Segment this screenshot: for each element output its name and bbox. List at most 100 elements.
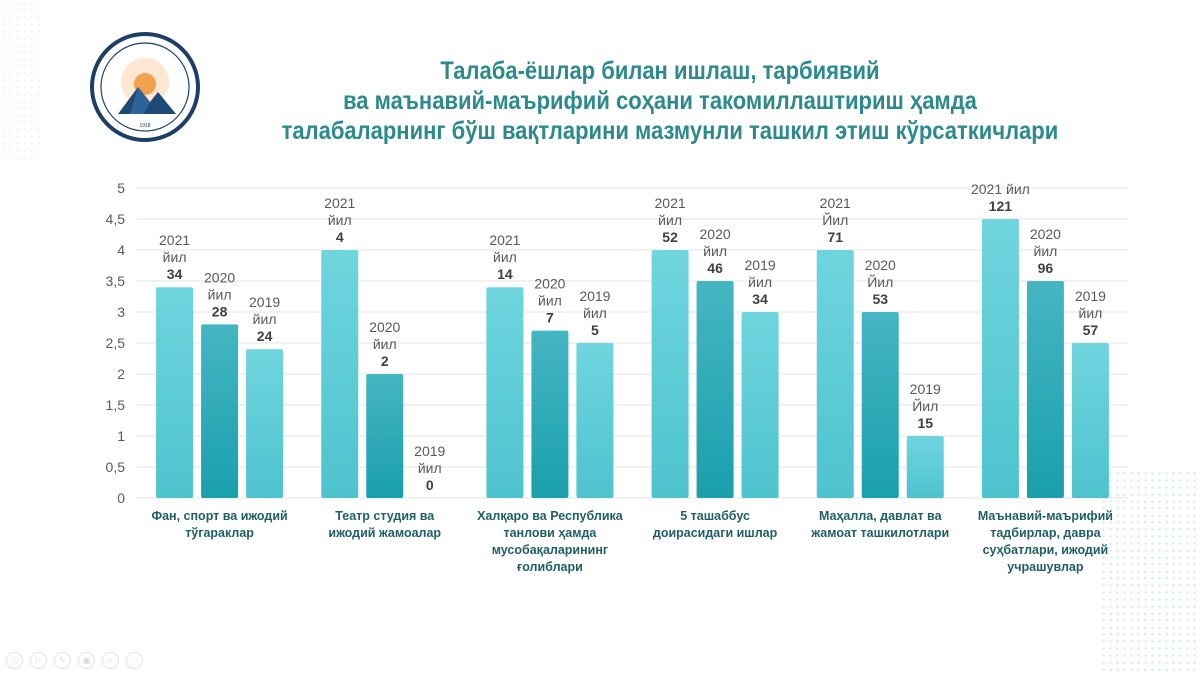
- data-label-value: 15: [917, 415, 933, 431]
- data-label-value: 121: [989, 198, 1013, 214]
- data-label-year: Йил: [867, 273, 893, 290]
- data-label-value: 34: [752, 291, 768, 307]
- category-label: 5 ташаббус: [680, 509, 750, 523]
- category-label: Фан, спорт ва ижодий: [151, 509, 287, 523]
- data-label-year: йил: [1079, 305, 1103, 321]
- data-label-year: йил: [163, 249, 187, 265]
- data-label-value: 34: [167, 266, 183, 282]
- bar-2021: [321, 250, 359, 498]
- data-label-year: йил: [703, 243, 727, 259]
- data-label-value: 96: [1038, 260, 1054, 276]
- y-tick-label: 3,5: [106, 273, 126, 289]
- data-label-value: 7: [546, 310, 554, 326]
- category-label: Халқаро ва Республика: [477, 509, 624, 523]
- decorative-dots: [1100, 470, 1200, 675]
- bar-2019: [576, 343, 614, 498]
- y-tick-label: 1: [117, 428, 125, 444]
- data-label-year: йил: [748, 274, 772, 290]
- data-label-year: 2020: [865, 257, 896, 273]
- previous-slide-button[interactable]: ◁: [6, 652, 23, 669]
- title-line: Талаба-ёшлар билан ишлаш, тарбиявий: [440, 57, 880, 85]
- data-label-year: йил: [493, 249, 517, 265]
- data-label-value: 4: [336, 229, 344, 245]
- bar-2021: [981, 219, 1019, 498]
- data-label-year: 2019: [745, 257, 776, 273]
- bar-2020: [861, 312, 899, 498]
- data-label-value: 2: [381, 353, 389, 369]
- zoom-icon[interactable]: ⌕: [102, 652, 119, 669]
- category-label: ижодий жамоалар: [328, 526, 441, 540]
- bar-2020: [1026, 281, 1064, 498]
- data-label-year: йил: [208, 286, 232, 302]
- data-label-value: 0: [426, 477, 434, 493]
- y-tick-label: 4,5: [106, 211, 126, 227]
- y-tick-label: 5: [117, 180, 125, 196]
- bar-2021: [156, 287, 194, 498]
- bar-2019: [741, 312, 779, 498]
- data-label-year: 2020: [700, 226, 731, 242]
- pen-icon[interactable]: ✎: [54, 652, 71, 669]
- data-label-year: 2021 йил: [971, 181, 1030, 197]
- data-label-year: 2019: [1075, 288, 1106, 304]
- data-label-year: 2019: [579, 288, 610, 304]
- category-label: танлови ҳамда: [503, 526, 597, 540]
- data-label-year: йил: [253, 311, 277, 327]
- more-options-icon[interactable]: ⋯: [126, 652, 143, 669]
- data-label-year: 2019: [910, 381, 941, 397]
- bar-2019: [1071, 343, 1109, 498]
- category-label: Театр студия ва: [335, 509, 435, 523]
- data-label-year: 2019: [249, 294, 280, 310]
- data-label-value: 57: [1083, 322, 1099, 338]
- category-label: мусобақаларининг: [492, 543, 608, 557]
- title-line: ва маънавий-маърифий соҳани такомиллашти…: [343, 87, 977, 115]
- data-label-year: 2021: [324, 195, 355, 211]
- data-label-value: 52: [662, 229, 678, 245]
- bar-2019: [906, 436, 944, 498]
- data-label-value: 46: [707, 260, 723, 276]
- category-label: доирасидаги ишлар: [653, 526, 778, 540]
- category-label: суҳбатлари, ижодий: [983, 543, 1109, 557]
- slides-overview-icon[interactable]: ▣: [78, 652, 95, 669]
- y-tick-label: 0: [117, 490, 125, 506]
- bar-2020: [696, 281, 734, 498]
- data-label-year: 2020: [204, 269, 235, 285]
- data-label-year: 2020: [369, 319, 400, 335]
- data-label-year: йил: [538, 293, 562, 309]
- bar-2019: [246, 349, 284, 498]
- category-label: учрашувлар: [1007, 560, 1084, 574]
- data-label-year: йил: [418, 460, 442, 476]
- bar-2020: [366, 374, 404, 498]
- slide-title: Талаба-ёшлар билан ишлаш, тарбиявий ва м…: [281, 56, 1059, 146]
- category-label: Маънавий-маърифий: [978, 509, 1113, 523]
- bar-2020: [201, 324, 239, 498]
- data-label-year: 2020: [534, 276, 565, 292]
- data-label-year: йил: [583, 305, 607, 321]
- data-label-year: 2020: [1030, 226, 1061, 242]
- category-label: жамоат ташкилотлари: [810, 526, 949, 540]
- category-label: Маҳалла, давлат ва: [819, 509, 943, 523]
- y-tick-label: 3: [117, 304, 125, 320]
- data-label-year: йил: [328, 212, 352, 228]
- y-tick-label: 2: [117, 366, 125, 382]
- decorative-dots: [0, 0, 40, 160]
- data-label-year: 2021: [489, 232, 520, 248]
- bar-2020: [531, 330, 569, 498]
- bar-2021: [816, 250, 854, 498]
- category-label: тадбирлар, давра: [990, 526, 1101, 540]
- data-label-value: 28: [212, 303, 228, 319]
- y-tick-label: 0,5: [106, 459, 126, 475]
- next-slide-button[interactable]: ▷: [30, 652, 47, 669]
- y-tick-label: 1,5: [106, 397, 126, 413]
- category-label: тўгараклар: [185, 526, 254, 540]
- data-label-year: 2021: [655, 195, 686, 211]
- data-label-year: 2021: [820, 195, 851, 211]
- data-label-year: йил: [1034, 243, 1058, 259]
- y-tick-label: 2,5: [106, 335, 126, 351]
- bar-2021: [651, 250, 689, 498]
- title-line: талабаларнинг бўш вақтларини мазмунли та…: [281, 117, 1059, 145]
- category-label: ғолиблари: [517, 560, 583, 574]
- data-label-value: 71: [827, 229, 843, 245]
- svg-text:1918: 1918: [139, 123, 150, 129]
- data-label-year: Йил: [822, 211, 848, 228]
